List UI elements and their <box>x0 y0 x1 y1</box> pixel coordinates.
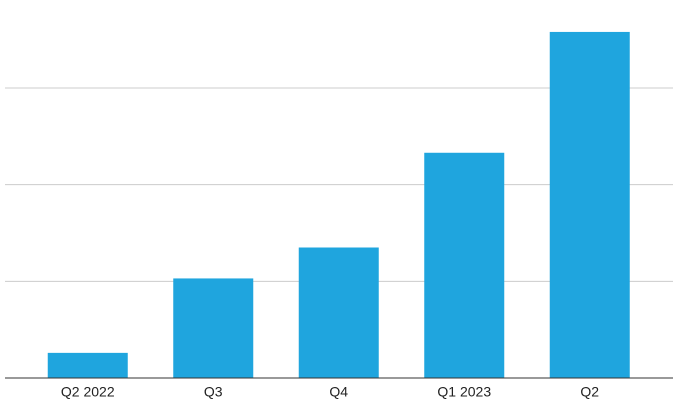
x-tick-label: Q2 2022 <box>61 384 115 400</box>
bar <box>424 152 505 378</box>
bar <box>549 31 630 379</box>
bar <box>47 352 128 378</box>
x-tick-label: Q3 <box>204 384 223 400</box>
bar <box>298 247 379 378</box>
x-tick-label: Q1 2023 <box>437 384 491 400</box>
bar <box>173 278 254 378</box>
x-tick-label: Q2 <box>580 384 599 400</box>
x-tick-label: Q4 <box>329 384 348 400</box>
